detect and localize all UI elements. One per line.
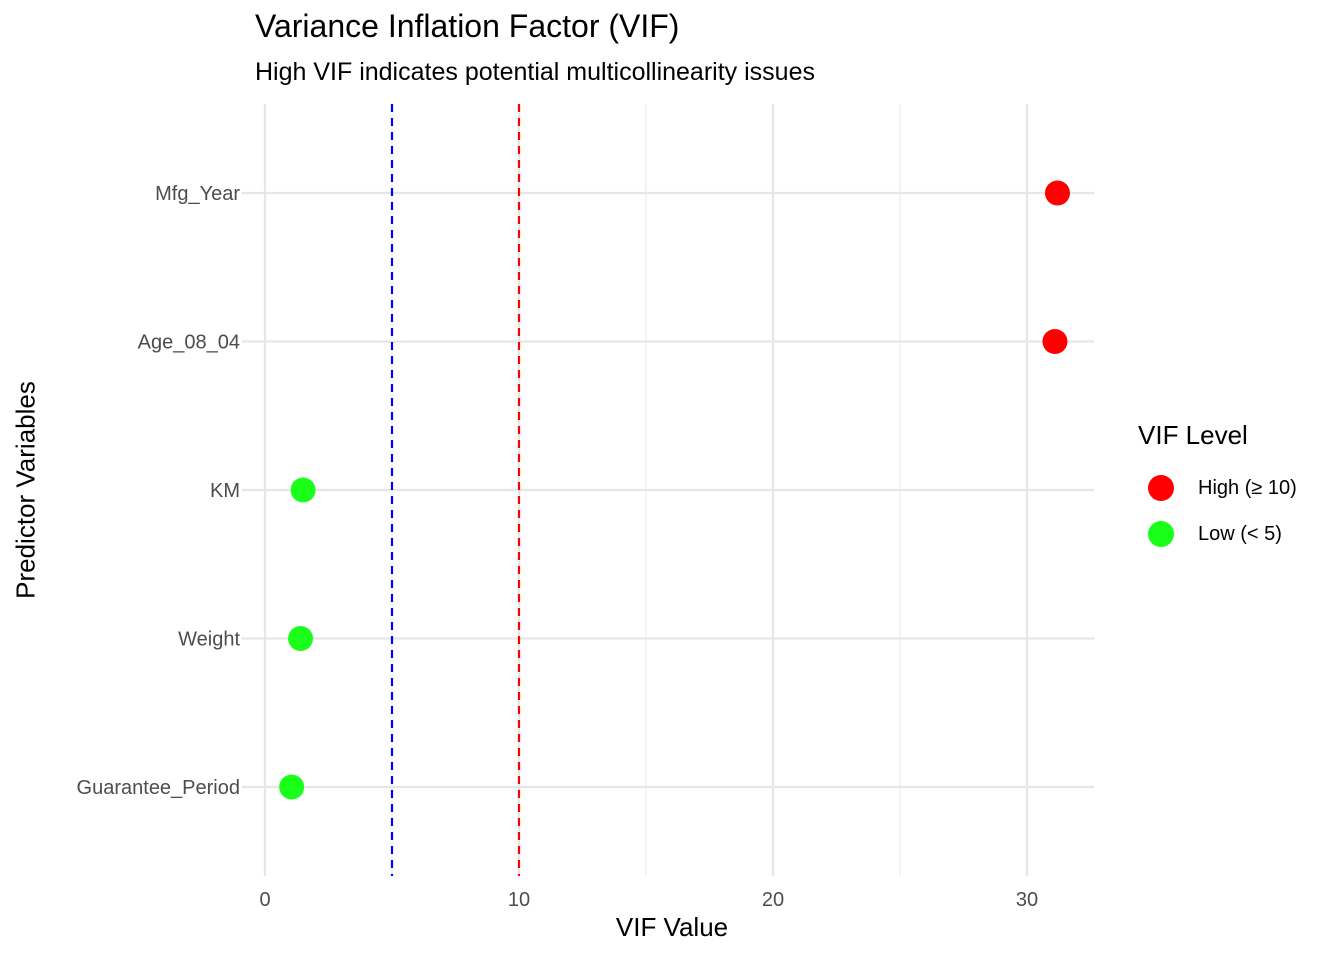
y-tick-label: Mfg_Year: [155, 183, 240, 205]
y-axis-label: Predictor Variables: [10, 381, 41, 599]
x-axis-label-text: VIF Value: [615, 912, 729, 942]
legend-label-low: Low (< 5): [1198, 522, 1282, 545]
chart-subtitle: High VIF indicates potential multicollin…: [255, 58, 815, 86]
legend-key-low: [1148, 521, 1174, 547]
y-tick-label: Age_08_04: [138, 332, 240, 354]
legend-label-high: High (≥ 10): [1198, 476, 1297, 499]
data-point-km: [290, 477, 316, 503]
legend: VIF Level High (≥ 10) Low (< 5): [1138, 420, 1297, 557]
reference-lines: [390, 104, 521, 876]
x-tick-label: 10: [508, 889, 530, 911]
legend-item-high: High (≥ 10): [1138, 465, 1297, 511]
y-tick-label: KM: [210, 480, 240, 502]
data-points: [279, 180, 1070, 800]
y-tick-labels: Mfg_Year Age_08_04 KM Weight Guarantee_Perio…: [77, 183, 241, 799]
data-point-mfg-year: [1044, 180, 1070, 206]
data-point-weight: [288, 626, 314, 651]
data-point-guarantee-period: [279, 774, 305, 800]
x-tick-label: 20: [762, 889, 784, 911]
x-tick-label: 0: [259, 889, 270, 911]
x-tick-label: 30: [1016, 889, 1038, 911]
x-tick-labels: 0 10 20 30: [259, 889, 1038, 911]
x-axis-label: VIF Value: [0, 912, 1344, 943]
y-tick-label: Weight: [178, 629, 240, 651]
legend-key-high: [1148, 475, 1174, 501]
chart-title: Variance Inflation Factor (VIF): [255, 8, 680, 44]
legend-item-low: Low (< 5): [1138, 511, 1297, 557]
y-tick-label: Guarantee_Period: [77, 777, 240, 799]
data-point-age-08-04: [1042, 329, 1068, 354]
legend-title: VIF Level: [1138, 420, 1248, 450]
major-gridlines: [242, 104, 1094, 876]
